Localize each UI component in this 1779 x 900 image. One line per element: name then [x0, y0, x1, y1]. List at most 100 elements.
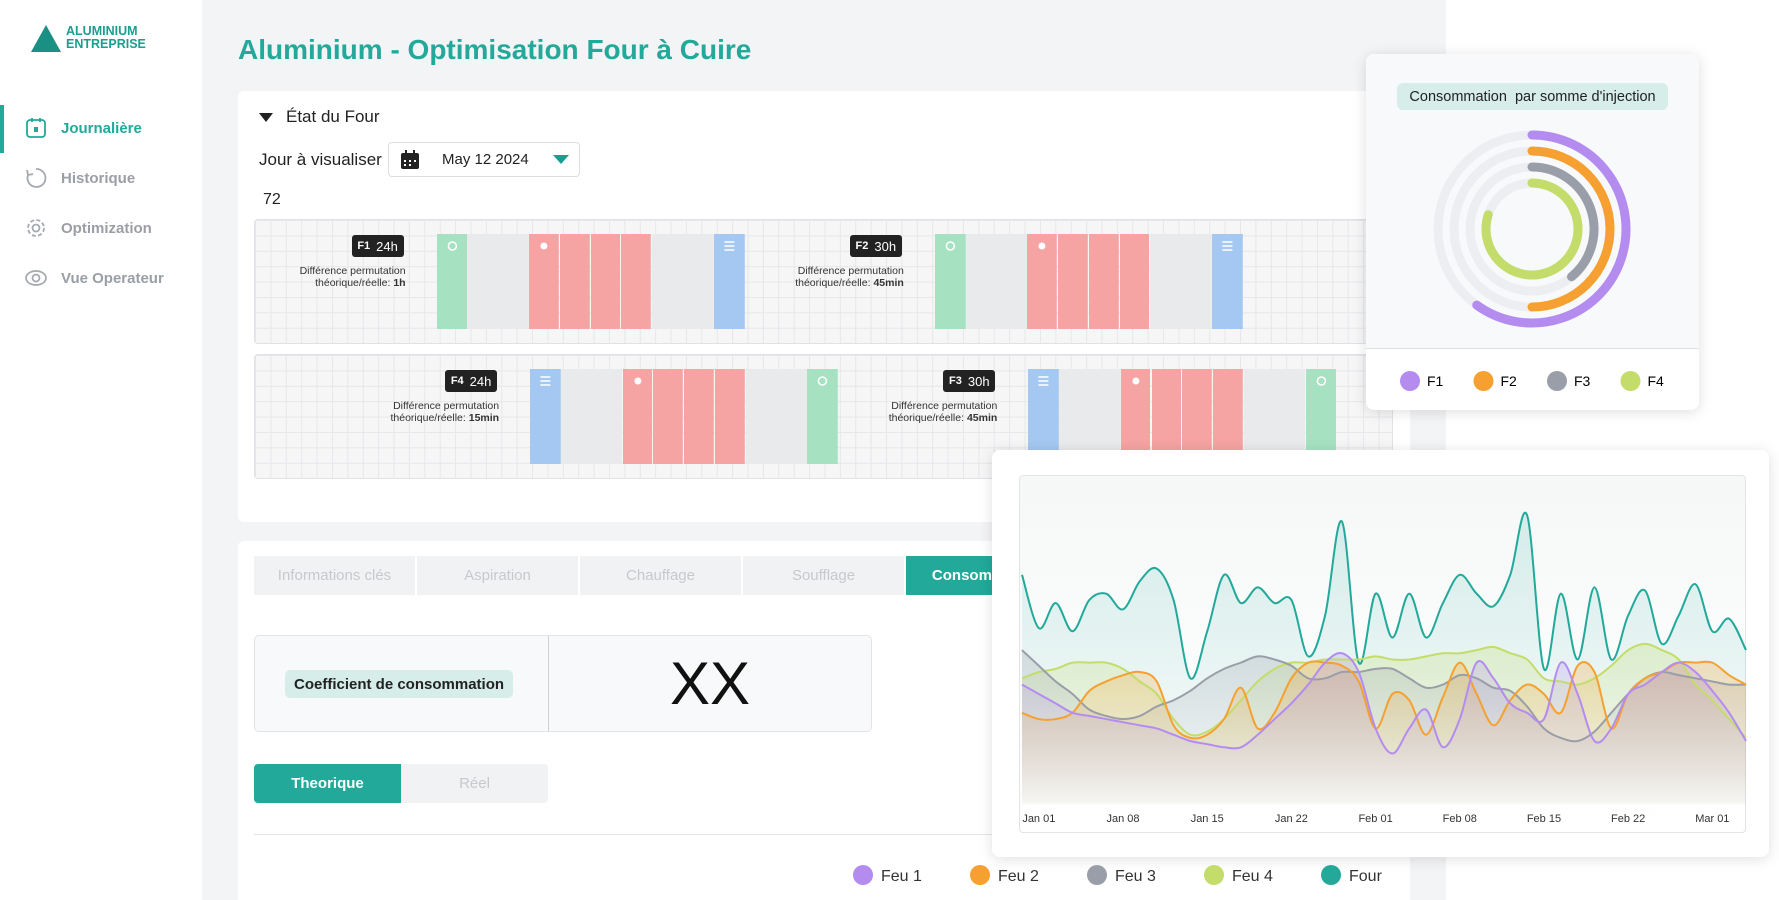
legend-swatch: [1400, 371, 1420, 391]
block-fill: [467, 234, 529, 329]
logo-mark: [31, 25, 61, 52]
coefficient-value: XX: [669, 650, 751, 717]
toggle-option[interactable]: Réel: [459, 775, 490, 792]
nav-icon: [26, 168, 47, 188]
timeline-block: [529, 234, 559, 329]
legend-label: F3: [1574, 373, 1591, 389]
dropdown-caret: [553, 155, 569, 164]
legend-label: F1: [1427, 373, 1444, 389]
timeline-block: [965, 234, 1028, 329]
series-line: [1021, 642, 1747, 739]
permutation-note: Différence permutation théorique/réelle: …: [704, 265, 904, 289]
note-line: Différence permutation: [299, 265, 406, 277]
tab[interactable]: Informations clés: [254, 556, 415, 595]
furnace-badge: F2 30h: [849, 235, 902, 257]
note-text: théorique/réelle:: [315, 277, 391, 289]
radial-bar: [1527, 162, 1599, 282]
note-diff: 45min: [873, 277, 904, 289]
coefficient-card: Coefficient de consommation XX: [254, 635, 872, 732]
nav-item[interactable]: Optimization: [0, 208, 202, 248]
coefficient-label: Coefficient de consommation: [285, 670, 514, 698]
block-fill: [1182, 369, 1213, 464]
timeline-block: [934, 234, 966, 329]
note-line: théorique/réelle: 1h: [206, 277, 406, 289]
legend-swatch: [1204, 865, 1224, 885]
cool-icon: [945, 241, 955, 251]
nav-icon: [27, 219, 45, 237]
cool-icon: [817, 376, 828, 386]
timeline-block: [1058, 234, 1088, 329]
legend-label: Feu 3: [1115, 868, 1156, 885]
legend-swatch: [1087, 865, 1107, 885]
legend-swatch: [1547, 371, 1567, 391]
mode-toggle: Theorique Réel: [254, 764, 548, 803]
note-diff: 15min: [468, 412, 500, 424]
block-fill: [1058, 234, 1088, 329]
legend-swatch: [970, 865, 990, 885]
count: 72: [263, 191, 281, 208]
furnace-duration: 24h: [376, 238, 398, 254]
block-fill: [590, 234, 621, 329]
x-tick-label: Feb 08: [1443, 813, 1477, 825]
furnace-name: F3: [949, 375, 962, 387]
furnace-duration: 24h: [469, 373, 492, 389]
nav-item[interactable]: Historique: [0, 158, 202, 198]
furnace-duration: 30h: [967, 373, 990, 389]
nav-label: Journalière: [61, 119, 142, 137]
active-indicator: [0, 105, 4, 153]
timeline-block: [653, 369, 684, 464]
calendar-icon: [401, 150, 419, 169]
legend-swatch: [853, 865, 873, 885]
date-picker[interactable]: May 12 2024: [388, 142, 580, 177]
block-fill: [745, 369, 808, 464]
timeline-block: [622, 369, 653, 464]
series-line: [1021, 651, 1747, 755]
legend-swatch: [1620, 371, 1641, 391]
series-line: [1021, 511, 1747, 680]
nav-item[interactable]: Vue Operateur: [0, 258, 202, 298]
block-fill: [1088, 234, 1119, 329]
sun-icon: [633, 377, 641, 385]
logo-line: ENTREPRISE: [66, 37, 146, 51]
collapse-icon[interactable]: [258, 112, 274, 124]
block-fill: [621, 234, 652, 329]
note-text: théorique/réelle:: [390, 412, 466, 424]
cool-icon: [1316, 376, 1326, 386]
toggle-option[interactable]: Theorique: [254, 764, 401, 803]
legend-label: F4: [1648, 373, 1665, 389]
tab[interactable]: Soufflage: [743, 556, 904, 595]
radial-title: Consommation par somme d'injection: [1397, 83, 1668, 110]
permutation-note: Différence permutation théorique/réelle: …: [797, 400, 998, 424]
day-label: Jour à visualiser: [259, 150, 382, 169]
nav-icon: [25, 270, 47, 286]
block-fill: [1151, 369, 1182, 464]
timeline-block: [530, 369, 561, 464]
tab[interactable]: Aspiration: [417, 556, 578, 595]
nav-label: Vue Operateur: [61, 269, 164, 287]
block-fill: [1243, 369, 1306, 464]
block-fill: [652, 234, 714, 329]
block-fill: [1059, 369, 1121, 464]
logo-line: ALUMINIUM: [66, 24, 138, 38]
timeline-block: [1182, 369, 1213, 464]
separator: [254, 834, 1410, 835]
block-fill: [965, 234, 1028, 329]
legend-label: Feu 4: [1232, 868, 1273, 885]
radial-bar: [1472, 130, 1631, 328]
block-fill: [684, 369, 714, 464]
x-tick-label: Mar 01: [1695, 813, 1729, 825]
nav-item[interactable]: Journalière: [0, 108, 202, 148]
timeline-block: [745, 369, 808, 464]
timeline-block: [714, 369, 745, 464]
x-tick-label: Jan 22: [1275, 813, 1308, 825]
block-fill: [1150, 234, 1212, 329]
timeline-block: [621, 234, 652, 329]
timeline-block: [1027, 234, 1057, 329]
date-value: May 12 2024: [442, 151, 529, 168]
timeline-block: [467, 234, 529, 329]
furnace-name: F2: [855, 240, 869, 252]
radial-bar: [1481, 178, 1583, 280]
tab[interactable]: Chauffage: [580, 556, 741, 595]
timeline-block: [560, 369, 623, 464]
block-fill: [1213, 369, 1243, 464]
